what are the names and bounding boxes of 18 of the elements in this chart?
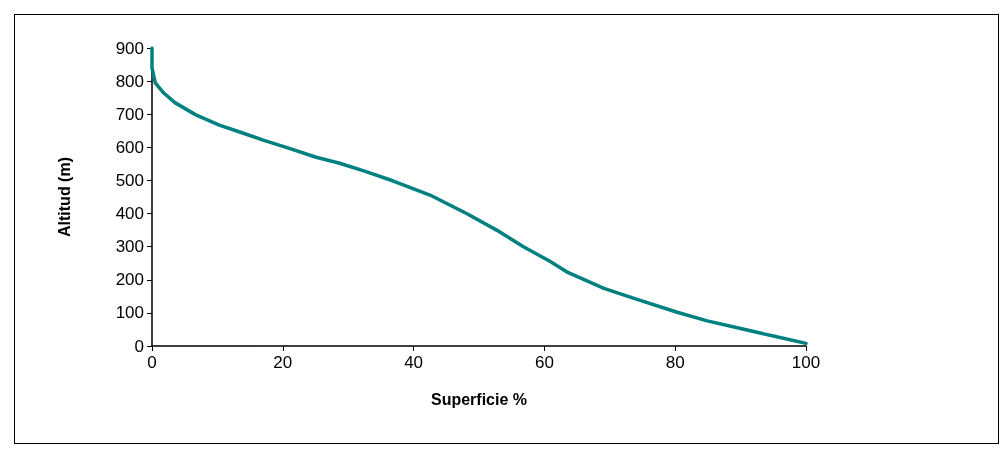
x-tick-label: 80: [665, 353, 685, 372]
x-tick-label: 20: [273, 353, 293, 372]
x-tick-label: 100: [791, 353, 821, 372]
y-tick-label: 400: [115, 204, 144, 224]
y-tick-label: 800: [115, 71, 144, 91]
y-tick-label: 300: [115, 237, 144, 257]
x-tick-label: 60: [534, 353, 554, 372]
y-axis-title: Altitud (m): [55, 157, 73, 237]
y-tick-label: 500: [115, 170, 144, 190]
y-tick-label: 100: [115, 303, 144, 323]
y-tick-label: 200: [115, 270, 144, 290]
x-axis-title: Superficie %: [430, 390, 528, 408]
x-tick-label: 40: [404, 353, 424, 372]
y-tick-label: 700: [115, 104, 144, 124]
x-tick-label: 0: [147, 353, 157, 372]
y-tick-label: 900: [115, 38, 144, 58]
y-tick-label: 0: [134, 336, 144, 356]
y-tick-label: 600: [115, 137, 144, 157]
